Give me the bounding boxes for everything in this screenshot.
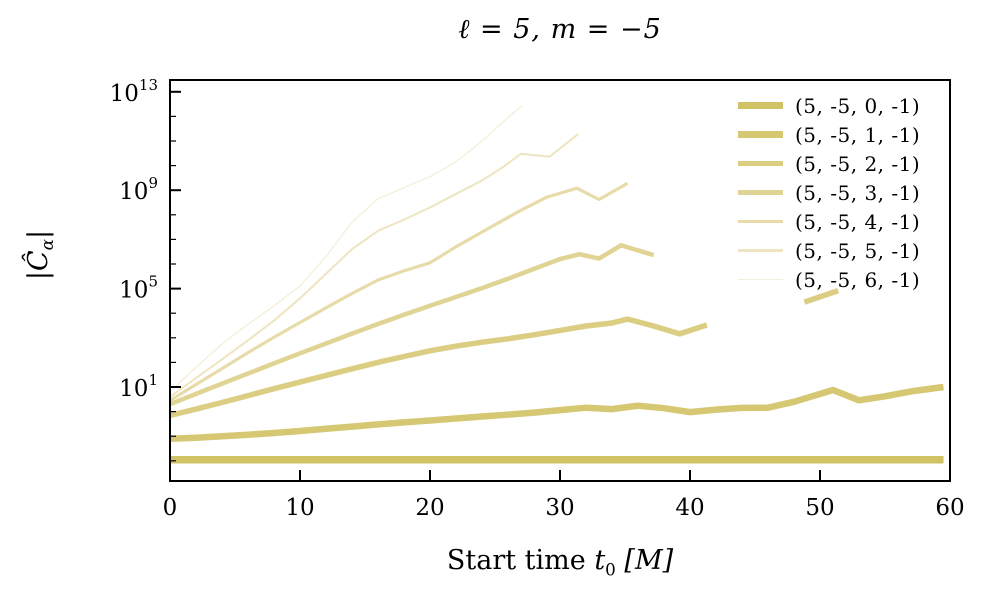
legend-label-3: (5, -5, 3, -1) — [795, 180, 921, 205]
x-tick-label: 20 — [415, 495, 444, 521]
legend-item-0: (5, -5, 0, -1) — [738, 91, 920, 120]
y-tick-label: 105 — [119, 273, 158, 304]
series-line-5 — [169, 133, 579, 398]
legend-label-0: (5, -5, 0, -1) — [795, 93, 921, 118]
series-line-1 — [169, 383, 944, 442]
series-line-6 — [169, 105, 523, 393]
axes-spines — [169, 79, 951, 482]
legend-swatch-4 — [738, 219, 783, 224]
x-axis-label: Start time t0 [M] — [446, 545, 674, 580]
legend-item-5: (5, -5, 5, -1) — [738, 236, 920, 265]
legend-item-2: (5, -5, 2, -1) — [738, 149, 920, 178]
legend-swatch-2 — [738, 160, 783, 167]
x-tick-label: 60 — [935, 495, 964, 521]
y-axis-label: |Ĉα| — [22, 229, 58, 281]
x-tick-label: 40 — [675, 495, 704, 521]
y-tick-label: 109 — [119, 174, 158, 205]
x-tick-label: 30 — [545, 495, 574, 521]
x-tick-label: 0 — [163, 495, 178, 521]
legend: (5, -5, 0, -1) (5, -5, 1, -1) (5, -5, 2, -… — [738, 91, 920, 294]
legend-item-6: (5, -5, 6, -1) — [738, 265, 920, 294]
series-line-3 — [169, 243, 655, 407]
legend-label-6: (5, -5, 6, -1) — [795, 267, 921, 292]
x-tick-label: 50 — [805, 495, 834, 521]
legend-swatch-5 — [738, 249, 783, 252]
chart-title: ℓ = 5, m = −5 — [458, 14, 662, 45]
legend-swatch-1 — [738, 131, 783, 138]
legend-label-1: (5, -5, 1, -1) — [795, 122, 921, 147]
x-tick-label: 10 — [285, 495, 314, 521]
legend-swatch-6 — [738, 278, 783, 281]
legend-label-5: (5, -5, 5, -1) — [795, 238, 921, 263]
series-line-4 — [169, 181, 629, 402]
y-tick-label: 1013 — [110, 76, 158, 107]
legend-label-2: (5, -5, 2, -1) — [795, 151, 921, 176]
legend-label-4: (5, -5, 4, -1) — [795, 209, 921, 234]
y-tick-label: 101 — [119, 371, 158, 402]
legend-swatch-3 — [738, 190, 783, 195]
series-line-2 — [169, 316, 708, 419]
legend-item-1: (5, -5, 1, -1) — [738, 120, 920, 149]
legend-item-4: (5, -5, 4, -1) — [738, 207, 920, 236]
series-line-2 — [803, 287, 840, 305]
legend-item-3: (5, -5, 3, -1) — [738, 178, 920, 207]
legend-swatch-0 — [738, 101, 783, 110]
